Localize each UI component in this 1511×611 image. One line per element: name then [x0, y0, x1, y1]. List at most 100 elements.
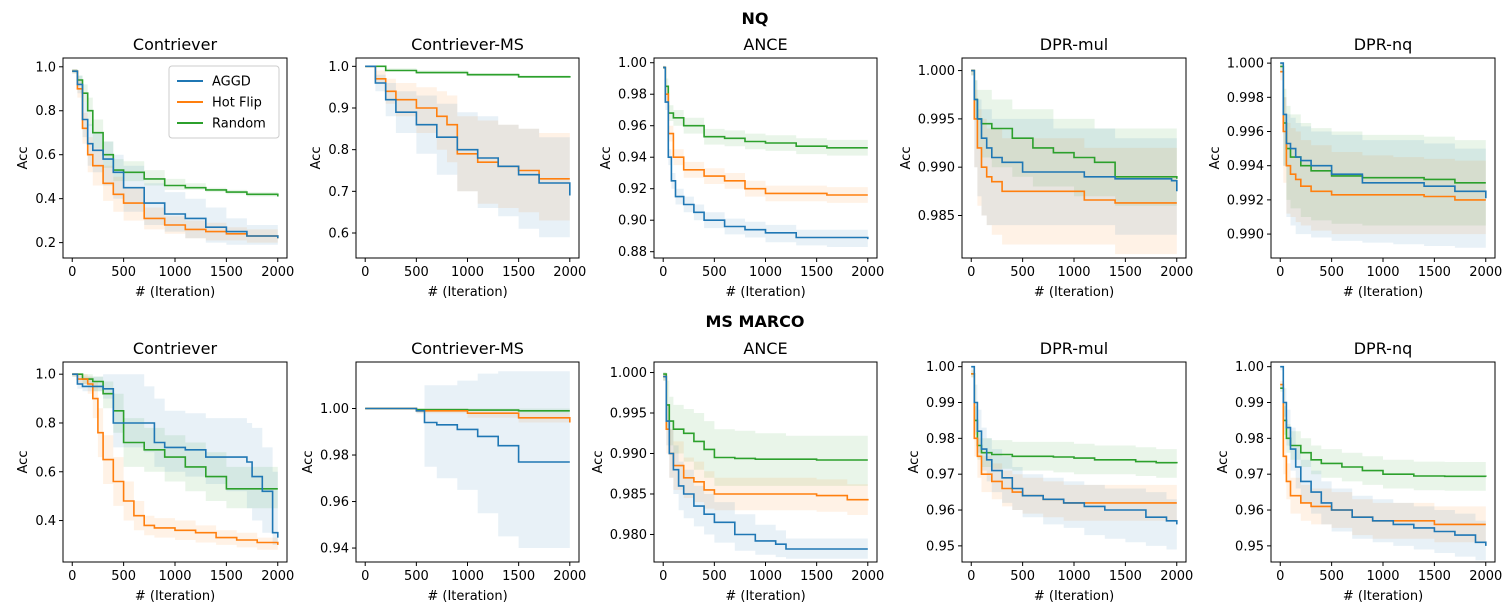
x-tick-label: 1000 — [451, 569, 484, 584]
panel-title: DPR-mul — [1040, 339, 1108, 358]
panel-10-ms-marco-dpr-nq: 0 500 1000 1500 2000 0.95 0.96 0.97 0.98 0.99 1.00… — [1216, 339, 1502, 604]
y-tick-label: 0.2 — [35, 236, 56, 251]
y-axis-label: Acc — [309, 147, 324, 170]
x-tick-label: 1500 — [210, 569, 243, 584]
y-axis-label: Acc — [1208, 147, 1223, 170]
x-tick-label: 2000 — [261, 265, 294, 280]
plot-area — [72, 69, 279, 245]
y-tick-label: 0.97 — [926, 468, 955, 483]
legend-box — [168, 65, 280, 139]
series-line-aggd — [1280, 365, 1487, 546]
x-tick-label: 1500 — [210, 265, 243, 280]
x-tick-label: 1500 — [1418, 569, 1451, 584]
panel-3-nq-ance: 0 500 1000 1500 2000 0.88 0.90 0.92 0.94 0.96 0.98… — [599, 35, 884, 300]
series-line-aggd — [663, 375, 868, 550]
plot-area — [365, 65, 571, 250]
x-tick-label: 2000 — [261, 569, 294, 584]
x-tick-label: 1500 — [800, 569, 833, 584]
series-line-random — [1280, 387, 1487, 478]
y-tick-label: 0.996 — [1227, 125, 1264, 140]
y-tick-label: 0.95 — [926, 539, 955, 554]
y-axis-label: Acc — [16, 451, 31, 474]
x-tick-label: 1000 — [1057, 265, 1090, 280]
y-tick-label: 0.94 — [320, 542, 349, 557]
x-tick-label: 1500 — [502, 265, 535, 280]
series-line-aggd — [1280, 62, 1487, 199]
y-tick-label: 1.000 — [918, 64, 955, 79]
x-tick-label: 0 — [68, 569, 76, 584]
x-axis-label: # (Iteration) — [1034, 589, 1114, 604]
x-axis-label: # (Iteration) — [725, 285, 805, 300]
plot-area — [1280, 365, 1487, 561]
x-tick-label: 2000 — [553, 265, 586, 280]
x-axis-label: # (Iteration) — [427, 589, 507, 604]
y-tick-label: 0.97 — [1235, 468, 1264, 483]
x-tick-label: 0 — [68, 265, 76, 280]
plot-area — [971, 69, 1178, 255]
y-tick-label: 1.000 — [1227, 57, 1264, 72]
y-tick-label: 1.0 — [35, 60, 56, 75]
y-tick-label: 0.90 — [618, 214, 647, 229]
panel-4-nq-dpr-mul: 0 500 1000 1500 2000 0.985 0.990 0.995 1.000 DPR-… — [899, 35, 1193, 300]
band-aggd — [1280, 63, 1486, 248]
band-hot-flip — [72, 374, 278, 550]
x-tick-label: 2000 — [1160, 569, 1193, 584]
x-tick-label: 1500 — [502, 569, 535, 584]
row-title-nq: NQ — [742, 9, 769, 28]
band-hot-flip — [971, 70, 1177, 255]
x-tick-label: 500 — [1319, 265, 1344, 280]
band-aggd — [663, 65, 868, 248]
panel-9-ms-marco-dpr-mul: 0 500 1000 1500 2000 0.95 0.96 0.97 0.98 0.99 1.00… — [907, 339, 1193, 604]
y-tick-label: 0.98 — [320, 449, 349, 464]
y-tick-label: 1.0 — [328, 60, 349, 75]
y-tick-label: 1.00 — [618, 56, 647, 71]
band-hot-flip — [1280, 381, 1486, 543]
panel-title: DPR-nq — [1354, 339, 1413, 358]
y-tick-label: 0.95 — [1235, 539, 1264, 554]
x-tick-label: 500 — [1010, 265, 1035, 280]
series-line-aggd — [365, 65, 571, 196]
x-tick-label: 0 — [1276, 569, 1284, 584]
plot-area — [365, 371, 571, 548]
x-tick-label: 1000 — [451, 265, 484, 280]
x-tick-label: 2000 — [1469, 569, 1502, 584]
panel-8-ms-marco-ance: 0 500 1000 1500 2000 0.980 0.985 0.990 0.995 1.00… — [591, 339, 884, 604]
series-line-random — [72, 373, 278, 490]
series-line-random — [663, 373, 868, 461]
panel-title: Contriever — [133, 339, 218, 358]
plot-area — [663, 65, 869, 248]
x-tick-label: 2000 — [553, 569, 586, 584]
panel-title: ANCE — [743, 35, 787, 54]
x-tick-label: 1000 — [1057, 569, 1090, 584]
plot-area — [1280, 62, 1487, 248]
series-line-hot-flip — [1280, 70, 1486, 201]
x-tick-label: 0 — [659, 569, 667, 584]
y-axis-label: Acc — [16, 147, 31, 170]
y-tick-label: 0.8 — [35, 104, 56, 119]
y-axis-label: Acc — [907, 451, 922, 474]
x-tick-label: 1000 — [749, 569, 782, 584]
y-tick-label: 1.00 — [926, 360, 955, 375]
x-tick-label: 500 — [702, 265, 727, 280]
band-hot-flip — [971, 370, 1177, 521]
x-tick-label: 500 — [1010, 569, 1035, 584]
band-aggd — [663, 372, 868, 559]
panels: 0 500 1000 1500 2000 0.2 0.4 0.6 0.8 1.0 Contrieve… — [16, 35, 1502, 604]
x-tick-label: 1500 — [1109, 569, 1142, 584]
y-tick-label: 0.990 — [1227, 228, 1264, 243]
x-tick-label: 1000 — [158, 265, 191, 280]
plot-area — [72, 373, 279, 550]
y-axis-label: Acc — [599, 147, 614, 170]
x-axis-label: # (Iteration) — [1343, 589, 1423, 604]
y-tick-label: 0.4 — [35, 192, 56, 207]
y-tick-label: 0.990 — [610, 447, 647, 462]
series-line-aggd — [971, 365, 1178, 525]
panel-title: Contriever-MS — [411, 339, 524, 358]
y-tick-label: 1.00 — [1235, 360, 1264, 375]
panel-2-nq-contriever-ms: 0 500 1000 1500 2000 0.6 0.7 0.8 0.9 1.0 Contrieve… — [309, 35, 586, 300]
panel-7-ms-marco-contriever-ms: 0 500 1000 1500 2000 0.94 0.96 0.98 1.00 Contriev… — [301, 339, 586, 604]
panel-title: ANCE — [743, 339, 787, 358]
x-tick-label: 2000 — [851, 265, 884, 280]
series-line-aggd — [72, 373, 279, 538]
